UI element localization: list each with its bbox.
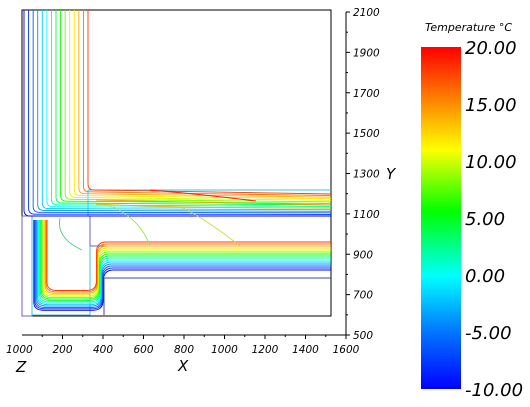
colorbar-label: 10.00 [465, 152, 517, 173]
x-axis-label: X [177, 357, 189, 375]
wall-base-block [21, 215, 33, 317]
colorbar-label: 0.00 [465, 266, 505, 287]
isotherm-foundation [44, 220, 331, 294]
y-tick-label: 700 [353, 290, 373, 302]
x-tick-label: 800 [174, 344, 194, 356]
x-tick-label: 1400 [292, 344, 319, 356]
isotherm-foundation [45, 220, 331, 293]
y-tick-label: 2100 [353, 7, 380, 19]
isotherm-foundation [42, 220, 331, 297]
y-tick-label: 1300 [353, 169, 380, 181]
isotherm-wall [28, 10, 332, 215]
isotherm-slab [59, 217, 83, 251]
z-axis-label: Z [15, 358, 27, 376]
x-origin-label: 1000 [6, 344, 33, 356]
colorbar-label: 20.00 [465, 38, 517, 59]
isotherm-wall [55, 10, 332, 206]
plot-frame [21, 9, 332, 317]
x-tick-label: 1000 [211, 344, 238, 356]
colorbar-label: -5.00 [465, 323, 512, 344]
isotherm-warm [95, 199, 332, 206]
isotherm-wall [50, 10, 332, 208]
colorbar [421, 47, 461, 389]
isotherm-foundation [46, 220, 331, 291]
isotherm-wall [41, 10, 332, 211]
x-tick-label: 1600 [333, 344, 360, 356]
x-tick-label: 600 [133, 344, 153, 356]
isotherm-wall [82, 10, 332, 197]
isotherm-foundation [33, 220, 331, 311]
y-axis-label: Y [386, 165, 397, 183]
isotherm-foundation [40, 220, 331, 300]
isotherm-wall [37, 10, 332, 212]
isotherm-foundation [34, 220, 331, 310]
isotherm-wall [87, 10, 332, 195]
x-tick-label: 1200 [252, 344, 279, 356]
y-axis: 500 700 900 1100 1300 1500 1700 1900 2100 [345, 7, 380, 342]
y-tick-label: 1500 [353, 128, 380, 140]
isotherm-wall [32, 10, 332, 214]
isotherm-wall [60, 10, 332, 204]
isotherm-wall [23, 10, 331, 217]
y-tick-label: 1900 [353, 47, 380, 59]
colorbar-label: -10.00 [465, 380, 523, 401]
y-tick-label: 1100 [353, 209, 380, 221]
x-tick-label: 200 [52, 344, 72, 356]
x-tick-label: 400 [93, 344, 113, 356]
x-axis: 200 400 600 800 1000 1200 1400 1600 [22, 334, 360, 356]
colorbar-label: 15.00 [465, 95, 517, 116]
colorbar-title: Temperature °C [425, 21, 512, 34]
y-tick-label: 1700 [353, 88, 380, 100]
ground-edge [103, 277, 331, 315]
isotherm-foundation [38, 220, 331, 304]
isotherm-lines [23, 10, 332, 311]
isotherm-foundation [43, 220, 331, 296]
isotherm-foundation [39, 220, 331, 301]
isotherm-warm [95, 203, 332, 209]
isotherm-foundation [35, 220, 331, 308]
isotherm-warm [149, 189, 257, 202]
isotherm-wall [73, 10, 332, 200]
isotherm-foundation [36, 220, 331, 307]
isotherm-wall [78, 10, 332, 198]
y-tick-label: 500 [353, 330, 373, 342]
isotherm-slab [179, 205, 241, 247]
isotherm-slab [109, 205, 151, 247]
isotherm-wall [64, 10, 332, 203]
isotherm-foundation [39, 220, 331, 303]
isotherm-foundation [41, 220, 331, 299]
y-tick-label: 900 [353, 249, 373, 261]
colorbar-label: 5.00 [465, 209, 505, 230]
isotherm-wall [69, 10, 332, 201]
colorbar-labels: 20.00 15.00 10.00 5.00 0.00 -5.00 -10.00 [465, 38, 523, 401]
isotherm-wall [46, 10, 332, 209]
floor-slab-edge [89, 216, 331, 247]
isotherm-foundation [37, 220, 331, 306]
